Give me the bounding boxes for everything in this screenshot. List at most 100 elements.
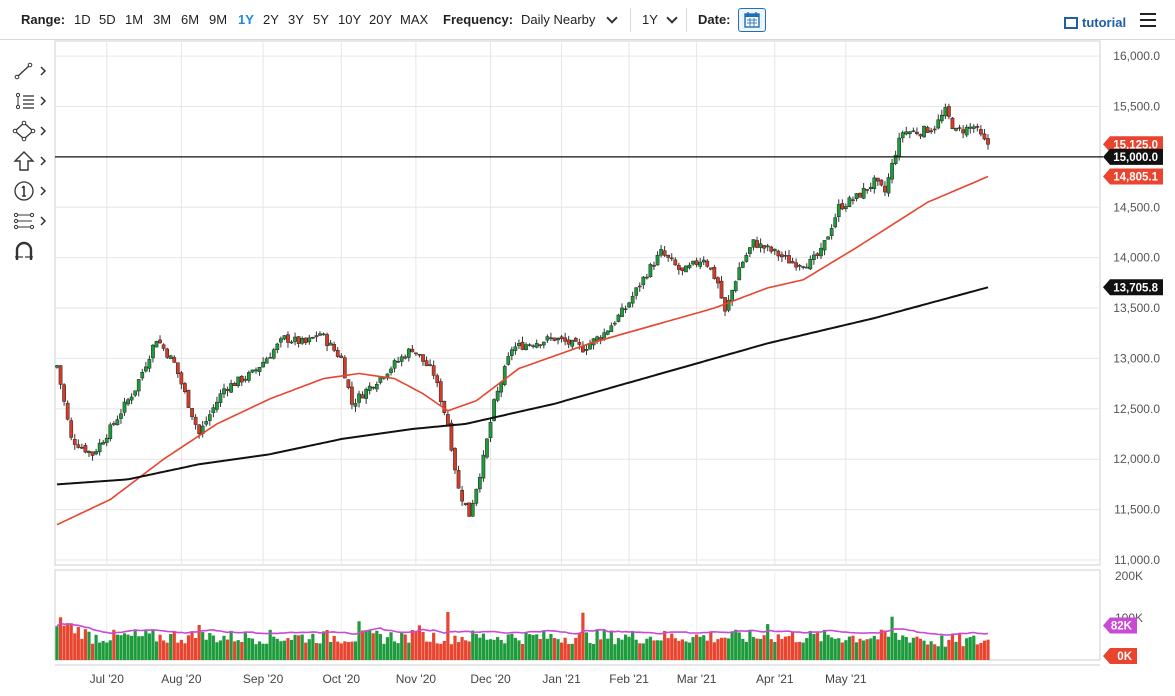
candle-body	[446, 414, 450, 426]
volume-bar	[524, 631, 528, 660]
candle-body	[488, 421, 493, 439]
range-1m-button[interactable]: 1M	[125, 12, 144, 27]
trendline-tool-button[interactable]	[12, 60, 48, 84]
volume-bar	[119, 635, 123, 660]
candle-body	[662, 250, 667, 256]
volume-bar	[698, 636, 702, 660]
candle-body	[264, 358, 269, 364]
volume-bar	[730, 632, 734, 660]
volume-bar	[897, 639, 901, 660]
volume-bar	[776, 634, 780, 660]
volume-bar	[680, 639, 685, 660]
volume-bar	[389, 632, 393, 660]
annotation-tool-button[interactable]	[12, 180, 48, 204]
tutorial-link[interactable]: tutorial	[1082, 15, 1127, 30]
magnet-tool-button[interactable]	[12, 240, 48, 264]
range-3y-button[interactable]: 3Y	[288, 12, 304, 27]
range-1y-button[interactable]: 1Y	[238, 12, 254, 27]
arrow-up-icon	[13, 151, 47, 171]
volume-bar	[808, 630, 812, 660]
candle-body	[495, 390, 500, 401]
candle-body	[424, 360, 429, 367]
volume-bar	[705, 640, 709, 660]
volume-bar	[140, 636, 144, 660]
candle-body	[119, 413, 123, 419]
volume-bar	[414, 631, 418, 660]
range-6m-button[interactable]: 6M	[181, 12, 200, 27]
period-select[interactable]: 1Y	[642, 12, 658, 27]
shapes-icon	[12, 120, 47, 142]
candle-body	[310, 337, 315, 339]
candle-body	[524, 344, 528, 350]
candle-body	[76, 444, 81, 448]
volume-bar	[446, 611, 450, 660]
volume-bar	[549, 634, 553, 660]
volume-bar	[496, 637, 500, 660]
volume-bar	[748, 629, 752, 660]
calendar-button[interactable]	[738, 8, 766, 32]
candle-body	[207, 414, 212, 421]
time-tick-label: Feb '21	[609, 672, 649, 686]
tutorial-icon[interactable]	[1064, 17, 1078, 29]
volume-bar	[382, 643, 386, 660]
volume-badge: 0K	[1103, 648, 1137, 664]
candle-body	[332, 344, 337, 351]
volume-bar	[410, 629, 414, 660]
candle-body	[55, 365, 59, 368]
volume-bar	[695, 634, 699, 660]
candle-body	[492, 399, 496, 421]
range-10y-button[interactable]: 10Y	[338, 12, 362, 27]
candle-body	[474, 488, 479, 504]
volume-bar	[702, 635, 706, 660]
toolbar: Range: 1D 5D 1M 3M 6M 9M 1Y 2Y 3Y 5Y 10Y…	[0, 0, 1175, 40]
range-20y-button[interactable]: 20Y	[369, 12, 393, 27]
candle-body	[787, 255, 791, 264]
volume-bar	[602, 630, 606, 660]
volume-bar	[528, 634, 532, 660]
pattern-tool-button[interactable]	[12, 210, 48, 234]
volume-bar	[453, 635, 457, 660]
hamburger-menu-icon[interactable]	[1140, 13, 1156, 27]
candle-body	[932, 128, 937, 131]
frequency-label: Frequency:	[443, 12, 514, 27]
calendar-icon	[744, 12, 760, 28]
range-3m-button[interactable]: 3M	[153, 12, 172, 27]
range-5y-button[interactable]: 5Y	[313, 12, 329, 27]
volume-bar	[407, 642, 411, 660]
volume-bar	[567, 644, 571, 660]
frequency-select[interactable]: Daily Nearby	[521, 12, 596, 27]
volume-bar	[94, 634, 98, 660]
volume-bar	[439, 643, 443, 660]
volume-bar	[890, 616, 894, 660]
volume-bar	[350, 641, 354, 660]
volume-bar	[634, 639, 638, 660]
range-5d-button[interactable]: 5D	[99, 12, 116, 27]
candle-body	[136, 379, 141, 392]
volume-bar	[172, 632, 176, 660]
volume-bar	[90, 643, 95, 660]
range-max-button[interactable]: MAX	[400, 12, 429, 27]
volume-bar	[755, 638, 759, 660]
volume-bar	[915, 636, 919, 660]
numbered-label-icon	[14, 181, 47, 201]
volume-bar	[122, 633, 127, 660]
range-9m-button[interactable]: 9M	[209, 12, 228, 27]
candle-body	[684, 265, 688, 273]
volume-bar	[982, 640, 987, 660]
candle-body	[392, 360, 397, 369]
candle-body	[289, 341, 294, 344]
shapes-tool-button[interactable]	[12, 120, 48, 144]
arrow-tool-button[interactable]	[12, 150, 48, 174]
volume-bar	[307, 639, 311, 660]
fibonacci-tool-button[interactable]	[12, 90, 48, 114]
candle-body	[897, 137, 902, 157]
candle-body	[346, 379, 351, 388]
candle-body	[300, 338, 305, 344]
candle-body	[286, 334, 290, 343]
range-2y-button[interactable]: 2Y	[263, 12, 279, 27]
volume-bar	[421, 631, 425, 660]
candle-body	[513, 346, 518, 351]
range-1d-button[interactable]: 1D	[74, 12, 91, 27]
volume-bar	[275, 638, 279, 660]
